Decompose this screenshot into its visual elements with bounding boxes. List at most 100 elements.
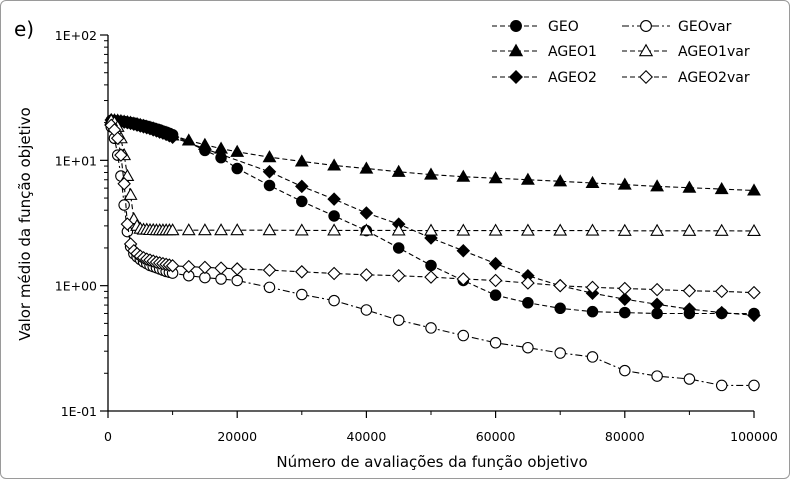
data-point-ageo2	[747, 308, 761, 323]
data-point-ageo2	[682, 302, 697, 316]
y-tick-label: 1E+02	[55, 28, 97, 43]
legend-label-ageo1var: AGEO1var	[678, 44, 750, 60]
data-point-ageo2var	[585, 280, 600, 295]
y-tick-label: 1E-01	[61, 404, 97, 419]
data-point-ageo2var	[114, 148, 128, 162]
data-point-ageo2var	[488, 273, 503, 288]
data-point-ageo1var	[391, 223, 406, 236]
data-point-geovar	[425, 322, 437, 334]
data-point-ageo2	[456, 243, 471, 258]
data-point-ageo2var	[230, 262, 244, 276]
data-point-ageo2	[295, 179, 309, 194]
data-point-ageo1var	[553, 223, 568, 236]
data-point-ageo1var	[359, 223, 374, 236]
legend-label-geovar: GEOvar	[678, 19, 732, 35]
data-point-geovar	[296, 288, 308, 301]
y-tick-label: 1E+00	[55, 279, 97, 294]
legend-entry-ageo1var: AGEO1var	[622, 43, 750, 60]
data-point-ageo1	[714, 181, 729, 195]
data-point-geovar	[748, 379, 760, 392]
x-tick-label: 80000	[605, 429, 645, 444]
x-tick-label: 100000	[730, 429, 778, 444]
legend-marker-ageo1var	[638, 43, 654, 57]
data-point-ageo1	[327, 158, 342, 171]
data-point-ageo1var	[123, 187, 138, 200]
legend-entry-geo: GEO	[492, 19, 579, 35]
data-point-geovar	[619, 364, 631, 377]
data-point-ageo1	[197, 137, 212, 150]
data-point-geo	[554, 302, 566, 315]
data-point-ageo1var	[520, 223, 535, 236]
data-point-geovar	[457, 329, 470, 342]
legend-entry-ageo1: AGEO1	[492, 43, 597, 60]
data-point-ageo1	[294, 154, 309, 167]
data-point-ageo1	[488, 171, 503, 184]
data-point-geovar	[118, 199, 130, 211]
data-point-ageo2	[262, 165, 277, 179]
data-point-geo	[489, 289, 502, 301]
series-line-geovar	[110, 126, 754, 386]
data-point-ageo2var	[262, 263, 277, 277]
data-point-geovar	[554, 347, 566, 359]
legend-marker-ageo2	[509, 70, 523, 84]
y-axis-title: Valor médio da função objetivo	[16, 107, 34, 340]
data-point-ageo1	[617, 177, 632, 190]
data-point-ageo1var	[262, 223, 277, 236]
data-point-ageo1var	[327, 223, 342, 236]
legend-label-ageo2: AGEO2	[548, 70, 597, 86]
series-ageo2var	[104, 118, 761, 300]
data-point-ageo2	[714, 305, 729, 320]
data-point-ageo2var	[117, 177, 131, 191]
legend-label-geo: GEO	[548, 19, 579, 35]
data-point-geo	[619, 306, 631, 319]
data-point-ageo2var	[359, 268, 374, 282]
series-line-ageo1	[111, 119, 755, 192]
legend-marker-geovar	[640, 20, 652, 32]
data-point-geo	[263, 179, 276, 192]
data-point-ageo1	[585, 175, 600, 188]
legend-entry-ageo2: AGEO2	[492, 70, 597, 86]
legend-label-ageo1: AGEO1	[548, 44, 597, 60]
legend-label-ageo2var: AGEO2var	[678, 70, 750, 86]
data-point-geovar	[651, 370, 663, 382]
data-point-ageo1	[650, 179, 665, 192]
data-point-ageo1var	[585, 223, 600, 236]
data-point-ageo2var	[110, 131, 125, 146]
series-geovar	[105, 121, 760, 392]
data-point-geovar	[231, 274, 243, 287]
data-point-ageo2var	[618, 281, 632, 296]
data-point-ageo1var	[181, 223, 196, 236]
plot-area	[104, 112, 761, 392]
x-tick-label: 60000	[476, 429, 516, 444]
data-point-ageo1	[181, 133, 196, 146]
x-axis-title: Número de avaliações da função objetivo	[276, 453, 587, 471]
data-point-ageo1var	[682, 223, 697, 236]
data-point-ageo2var	[424, 270, 438, 284]
data-point-geovar	[715, 379, 728, 392]
y-tick-label: 1E+01	[55, 153, 97, 168]
data-point-ageo2var	[165, 259, 180, 273]
data-point-ageo1	[230, 144, 245, 157]
data-point-ageo2	[165, 130, 180, 144]
data-point-geovar	[263, 281, 276, 294]
data-point-geovar	[360, 304, 373, 316]
legend-entry-ageo2var: AGEO2var	[622, 70, 750, 86]
data-point-ageo2var	[747, 285, 761, 300]
data-point-ageo1	[682, 180, 697, 193]
data-point-ageo1	[262, 150, 277, 163]
data-point-ageo2	[488, 256, 503, 271]
data-point-ageo2	[359, 206, 374, 220]
legend-entry-geovar: GEOvar	[622, 19, 732, 35]
data-point-geo	[392, 242, 405, 254]
data-point-ageo1var	[230, 223, 245, 236]
data-point-ageo2var	[650, 282, 664, 297]
data-point-ageo1var	[294, 223, 309, 236]
data-point-geovar	[586, 351, 599, 363]
data-point-ageo1var	[488, 223, 503, 236]
data-point-ageo1	[359, 161, 374, 174]
panel-label: e)	[14, 17, 34, 41]
data-point-geovar	[215, 273, 227, 285]
legend-marker-geo	[510, 20, 522, 32]
data-point-geo	[296, 195, 308, 208]
